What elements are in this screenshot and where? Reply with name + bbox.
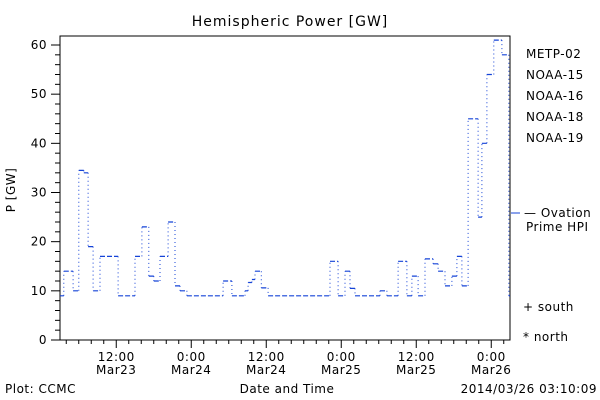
- hpi-curve-vertical-segments: [63, 40, 510, 296]
- x-tick-time-label: 0:00: [327, 350, 356, 364]
- y-axis-title: P [GW]: [4, 168, 18, 213]
- x-tick-date-label: Mar25: [321, 363, 361, 377]
- x-tick-date-label: Mar26: [471, 363, 511, 377]
- x-tick-time-label: 12:00: [98, 350, 135, 364]
- plot-area: 010203040506012:00Mar230:00Mar2412:00Mar…: [31, 38, 511, 377]
- x-tick-date-label: Mar24: [171, 363, 211, 377]
- hpi-curve-horizontal-segments: [60, 39, 510, 297]
- footer-plot-source: Plot: CCMC: [5, 382, 76, 396]
- y-tick-label: 40: [31, 136, 47, 150]
- x-tick-date-label: Mar24: [246, 363, 286, 377]
- legend-item-noaa16: NOAA-16: [526, 89, 584, 103]
- x-axis-title: Date and Time: [240, 382, 335, 396]
- y-tick-label: 30: [31, 186, 47, 200]
- x-tick-date-label: Mar23: [96, 363, 136, 377]
- chart-title: Hemispheric Power [GW]: [192, 14, 389, 30]
- series-callout: — Ovation Prime HPI: [511, 206, 591, 234]
- legend-item-noaa15: NOAA-15: [526, 68, 584, 82]
- y-tick-label: 10: [31, 284, 47, 298]
- y-tick-label: 60: [31, 38, 47, 52]
- x-tick-time-label: 12:00: [248, 350, 285, 364]
- legend-item-noaa18: NOAA-18: [526, 110, 584, 124]
- series-callout-line1: — Ovation: [524, 206, 591, 220]
- x-tick-time-label: 0:00: [477, 350, 506, 364]
- plot-border: [59, 35, 511, 341]
- legend: METP-02 NOAA-15 NOAA-16 NOAA-18 NOAA-19: [526, 47, 584, 145]
- x-tick-date-label: Mar25: [396, 363, 436, 377]
- y-tick-label: 50: [31, 87, 47, 101]
- y-tick-label: 20: [31, 235, 47, 249]
- footer: Plot: CCMC Date and Time 2014/03/26 03:1…: [5, 382, 597, 396]
- x-tick-time-label: 12:00: [398, 350, 435, 364]
- footer-timestamp: 2014/03/26 03:10:09: [461, 382, 597, 396]
- legend-item-noaa19: NOAA-19: [526, 131, 584, 145]
- south-marker-label: + south: [523, 300, 574, 314]
- series-callout-line2: Prime HPI: [526, 220, 588, 234]
- north-marker-label: * north: [523, 330, 569, 344]
- x-tick-time-label: 0:00: [177, 350, 206, 364]
- legend-item-metp02: METP-02: [526, 47, 581, 61]
- y-tick-label: 0: [39, 333, 47, 347]
- hemisphere-key: + south * north: [523, 300, 574, 344]
